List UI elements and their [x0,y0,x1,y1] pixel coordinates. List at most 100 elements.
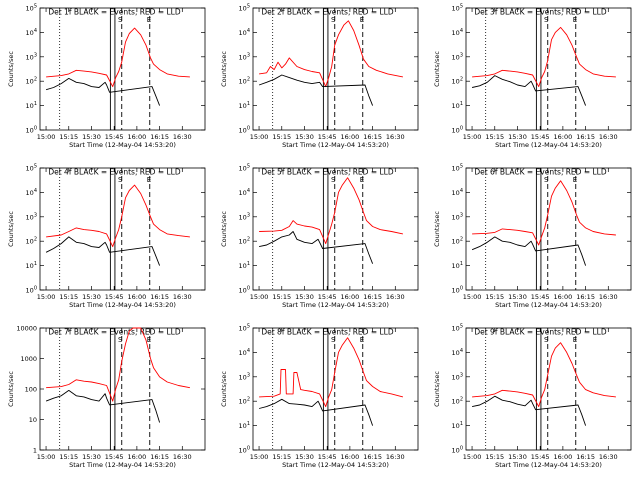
x-tick-label: 16:30 [599,133,618,141]
plot-frame [39,7,206,131]
x-tick-label: 15:45 [105,293,124,301]
chart-svg-det-8f: Det 8f BLACK = Events, RED = LLDCounts/s… [220,324,419,469]
interval-marker-label: E [360,176,364,184]
chart-panel-det-4f: Det 4f BLACK = Events, RED = LLD Counts/s… [0,160,213,320]
chart-panel-det-1f: Det 1f BLACK = Events, RED = LLD Counts/s… [0,0,213,160]
y-tick-label: 105 [452,324,463,333]
events-series-line [258,74,374,106]
x-tick-label: 16:15 [150,133,169,141]
x-tick-label: 15:30 [82,133,101,141]
x-tick-label: 16:30 [386,453,405,461]
y-tick-label: 102 [452,237,463,246]
y-axis-label: Counts/sec [7,211,15,247]
x-tick-label: 15:30 [82,293,101,301]
x-axis-label: Start Time (12-May-04 14:53:20) [495,301,602,309]
x-tick-label: 15:15 [485,453,504,461]
chart-svg-det-9f: Det 9f BLACK = Events, RED = LLDCounts/s… [433,324,632,469]
y-tick-label: 105 [239,164,250,173]
x-tick-label: 16:30 [173,453,192,461]
lld-series-line [472,180,616,246]
x-tick-label: 16:30 [173,133,192,141]
lld-series-line [46,184,190,248]
y-tick-label: 100 [239,126,250,135]
interval-marker-label: S [118,336,123,344]
x-tick-label: 15:30 [295,453,314,461]
x-tick-label: 16:15 [576,293,595,301]
lld-series-line [259,20,403,88]
y-axis-label: Counts/sec [433,211,441,247]
interval-marker-label: S [544,336,549,344]
x-axis-label: Start Time (12-May-04 14:53:20) [69,141,176,149]
x-tick-label: 15:15 [485,293,504,301]
x-tick-label: 16:30 [386,293,405,301]
plot-frame [465,167,632,291]
x-tick-label: 15:00 [37,453,56,461]
x-tick-label: 15:15 [59,133,78,141]
y-tick-label: 105 [452,164,463,173]
plot-frame [39,327,206,451]
y-axis-label: Counts/sec [433,51,441,87]
interval-marker-label: E [573,16,577,24]
y-tick-label: 100 [452,446,463,455]
y-tick-label: 103 [452,52,463,61]
x-tick-label: 16:00 [341,293,360,301]
chart-svg-det-7f: Det 7f BLACK = Events, RED = LLDCounts/s… [7,325,206,469]
x-tick-label: 15:45 [531,453,550,461]
y-tick-label: 103 [452,212,463,221]
x-tick-label: 16:30 [599,293,618,301]
x-tick-label: 15:45 [318,293,337,301]
x-tick-label: 15:45 [318,453,337,461]
events-series-line [472,395,587,426]
x-tick-label: 16:15 [150,293,169,301]
events-series-line [259,231,374,264]
chart-panel-det-5f: Det 5f BLACK = Events, RED = LLD Counts/s… [213,160,426,320]
y-tick-label: 101 [452,261,463,270]
chart-svg-det-5f: Det 5f BLACK = Events, RED = LLDCounts/s… [220,164,419,309]
plot-frame [252,7,419,131]
y-tick-label: 101 [26,101,37,110]
x-tick-label: 15:30 [295,293,314,301]
plot-frame [39,167,206,291]
y-tick-label: 105 [239,4,250,13]
x-tick-label: 15:15 [272,293,291,301]
y-tick-label: 105 [452,4,463,13]
chart-panel-det-9f: Det 9f BLACK = Events, RED = LLD Counts/s… [426,320,639,480]
y-tick-label: 100 [26,286,37,295]
x-tick-label: 15:15 [485,133,504,141]
interval-marker-label: E [147,176,151,184]
y-tick-label: 103 [239,372,250,381]
interval-marker-label: E [573,176,577,184]
x-tick-label: 15:45 [105,453,124,461]
x-tick-label: 16:15 [363,133,382,141]
interval-marker-label: E [147,336,151,344]
y-tick-label: 100 [239,446,250,455]
events-series-line [472,75,587,106]
x-tick-label: 16:00 [554,293,573,301]
events-series-line [258,398,374,426]
x-tick-label: 15:30 [295,133,314,141]
chart-svg-det-4f: Det 4f BLACK = Events, RED = LLDCounts/s… [7,164,206,309]
x-tick-label: 15:15 [272,133,291,141]
chart-panel-det-8f: Det 8f BLACK = Events, RED = LLD Counts/s… [213,320,426,480]
x-tick-label: 15:00 [250,453,269,461]
y-tick-label: 101 [452,101,463,110]
y-tick-label: 102 [239,397,250,406]
x-tick-label: 16:30 [599,453,618,461]
interval-marker-label: S [331,176,336,184]
chart-panel-det-7f: Det 7f BLACK = Events, RED = LLD Counts/s… [0,320,213,480]
y-tick-label: 101 [239,421,250,430]
events-series-line [45,236,161,266]
lld-series-line [46,27,190,88]
x-tick-label: 16:00 [341,453,360,461]
x-tick-label: 16:00 [341,133,360,141]
y-tick-label: 102 [452,397,463,406]
lld-series-line [46,327,190,402]
x-tick-label: 15:15 [59,453,78,461]
interval-marker-label: S [544,176,549,184]
y-tick-label: 100 [239,286,250,295]
x-tick-label: 16:15 [363,293,382,301]
y-tick-label: 100 [26,126,37,135]
y-tick-label: 102 [26,237,37,246]
chart-panel-det-3f: Det 3f BLACK = Events, RED = LLD Counts/s… [426,0,639,160]
